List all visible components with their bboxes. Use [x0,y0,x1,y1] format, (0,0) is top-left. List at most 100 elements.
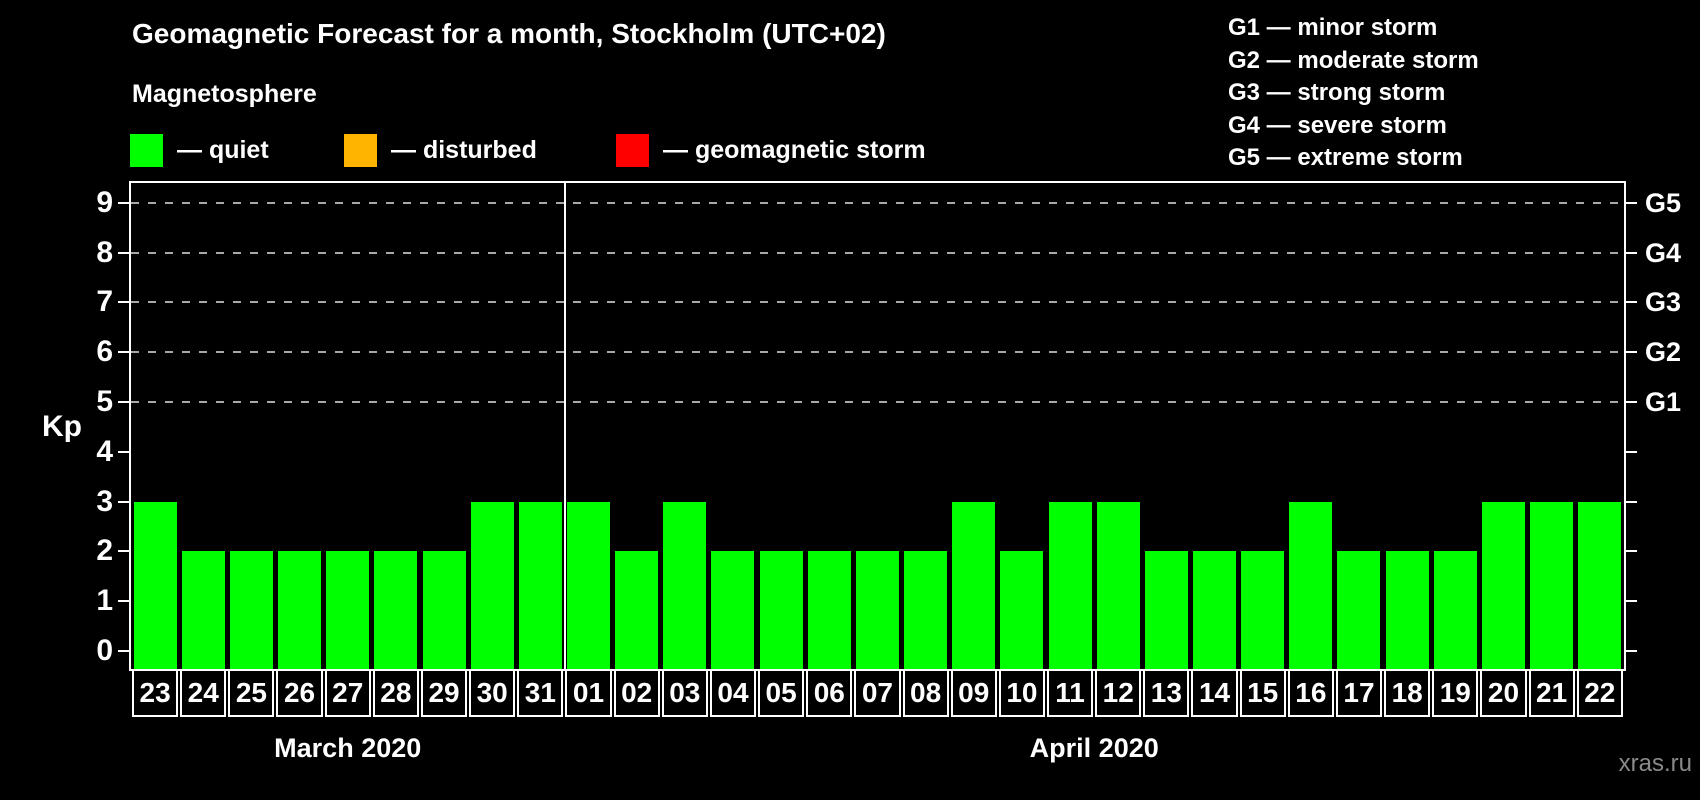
bar-slot-day-05 [757,183,805,669]
bar-slot-day-12 [1094,183,1142,669]
bar-day-19 [1433,551,1477,669]
bar-slot-day-20 [1479,183,1527,669]
gridline-kp6 [131,351,1624,354]
day-label-14: 14 [1191,669,1238,717]
bar-slot-day-31 [516,183,564,669]
bar-slot-day-13 [1142,183,1190,669]
bar-slot-day-06 [805,183,853,669]
bar-day-24 [181,551,225,669]
y-tick-label-4: 4 [96,434,113,468]
bar-slot-day-26 [275,183,323,669]
day-label-27: 27 [324,669,371,717]
y-tick-5 [118,401,131,403]
bar-day-25 [229,551,273,669]
bar-day-08 [904,551,948,669]
y-tick-0 [118,650,131,652]
plot-area [131,183,1624,669]
bar-day-14 [1193,551,1237,669]
y-tick-label-3: 3 [96,484,113,518]
day-label-03: 03 [661,669,708,717]
day-label-16: 16 [1287,669,1334,717]
bar-slot-day-09 [950,183,998,669]
bar-day-13 [1144,551,1188,669]
right-tick-0 [1624,650,1637,652]
y-tick-label-8: 8 [96,235,113,269]
bar-day-06 [807,551,851,669]
storm-scale-line-4: G4 — severe storm [1228,111,1447,139]
day-label-06: 06 [806,669,853,717]
day-label-22: 22 [1576,669,1623,717]
bar-slot-day-24 [179,183,227,669]
bar-day-09 [952,502,996,669]
bar-day-12 [1096,502,1140,669]
day-label-07: 07 [854,669,901,717]
day-label-31: 31 [517,669,564,717]
bar-slot-day-14 [1190,183,1238,669]
bar-slot-day-25 [227,183,275,669]
bar-slot-day-19 [1431,183,1479,669]
y-tick-label-2: 2 [96,534,113,568]
day-label-08: 08 [902,669,949,717]
day-axis: 23 24 25 26 27 28 29 30 31 01 02 03 04 05 06 07 08 09 10 11… [131,669,1624,717]
bar-slot-day-29 [420,183,468,669]
bar-day-05 [759,551,803,669]
bar-slot-day-17 [1335,183,1383,669]
legend-swatch-geomagnetic-storm [616,133,649,167]
bar-slot-day-16 [1287,183,1335,669]
g-scale-label-g5: G5 [1645,187,1682,218]
bar-day-01 [566,502,610,669]
day-label-18: 18 [1384,669,1431,717]
bar-day-28 [374,551,418,669]
right-tick-2 [1624,550,1637,553]
bar-slot-day-04 [709,183,757,669]
storm-scale-legend: G1 — minor storm G2 — moderate storm G3 — … [1228,12,1479,175]
y-tick-label-7: 7 [96,285,113,319]
storm-scale-line-5: G5 — extreme storm [1228,144,1463,171]
bar-day-21 [1530,502,1574,669]
right-tick-1 [1624,600,1637,603]
bar-day-17 [1337,551,1381,669]
day-label-12: 12 [1095,669,1142,717]
y-tick-8 [118,251,131,254]
bar-slot-day-18 [1383,183,1431,669]
y-tick-9 [118,201,131,204]
bar-day-15 [1241,551,1285,669]
day-label-05: 05 [758,669,805,717]
day-label-04: 04 [709,669,757,717]
gridline-kp7 [131,301,1624,304]
right-tick-5 [1624,401,1637,403]
day-label-13: 13 [1143,669,1190,717]
day-label-19: 19 [1432,669,1479,717]
gridline-kp9 [131,201,1624,204]
day-label-23: 23 [132,669,179,717]
month-label-march: March 2020 [274,733,422,763]
y-tick-2 [118,550,131,553]
bar-slot-day-07 [853,183,901,669]
bar-slot-day-02 [613,183,661,669]
y-tick-label-0: 0 [96,634,113,667]
bar-day-04 [711,551,755,669]
y-tick-label-6: 6 [96,335,113,369]
legend-item-geomagnetic-storm: — geomagnetic storm [616,131,926,169]
day-label-09: 09 [950,669,997,717]
bar-day-30 [470,502,514,669]
day-label-29: 29 [420,669,468,717]
y-axis-title: Kp [42,410,82,443]
legend-label-quiet: — quiet [177,135,269,164]
bar-slot-day-03 [661,183,709,669]
right-tick-6 [1624,351,1637,354]
bar-slot-day-11 [1046,183,1094,669]
month-label-april: April 2020 [1029,733,1159,763]
day-label-15: 15 [1239,669,1286,717]
storm-scale-line-2: G2 — moderate storm [1228,46,1479,74]
magnetosphere-label: Magnetosphere [132,80,317,108]
legend-label-disturbed: — disturbed [391,135,537,164]
right-tick-3 [1624,500,1637,503]
y-tick-4 [118,450,131,453]
g-scale-label-g3: G3 [1645,287,1682,318]
bar-slot-day-01 [564,183,612,669]
watermark: xras.ru [1618,750,1692,777]
day-label-24: 24 [180,669,227,717]
bar-day-22 [1578,502,1622,669]
